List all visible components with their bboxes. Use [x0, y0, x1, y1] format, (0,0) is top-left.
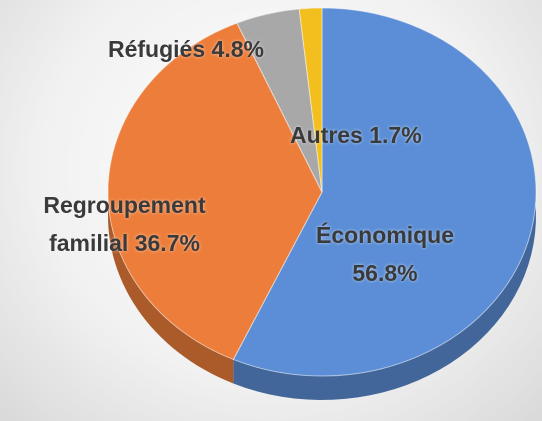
slice — [232, 7, 537, 377]
label-name: Économique — [315, 222, 454, 248]
label-value: 56.8% — [352, 260, 418, 286]
slice-label: Regroupement familial 36.7% — [12, 186, 237, 262]
slice-label: Autres 1.7% — [290, 116, 422, 154]
label-name: Regroupement familial — [43, 192, 206, 256]
label-name: Autres — [290, 122, 363, 148]
label-value: 4.8% — [211, 36, 264, 62]
slice — [107, 22, 323, 361]
label-value: 1.7% — [369, 122, 422, 148]
label-value: 36.7% — [134, 230, 200, 256]
slice — [298, 7, 323, 193]
slice-label: Réfugiés 4.8% — [108, 30, 264, 68]
slice-label: Économique 56.8% — [300, 216, 470, 292]
label-name: Réfugiés — [108, 36, 206, 62]
